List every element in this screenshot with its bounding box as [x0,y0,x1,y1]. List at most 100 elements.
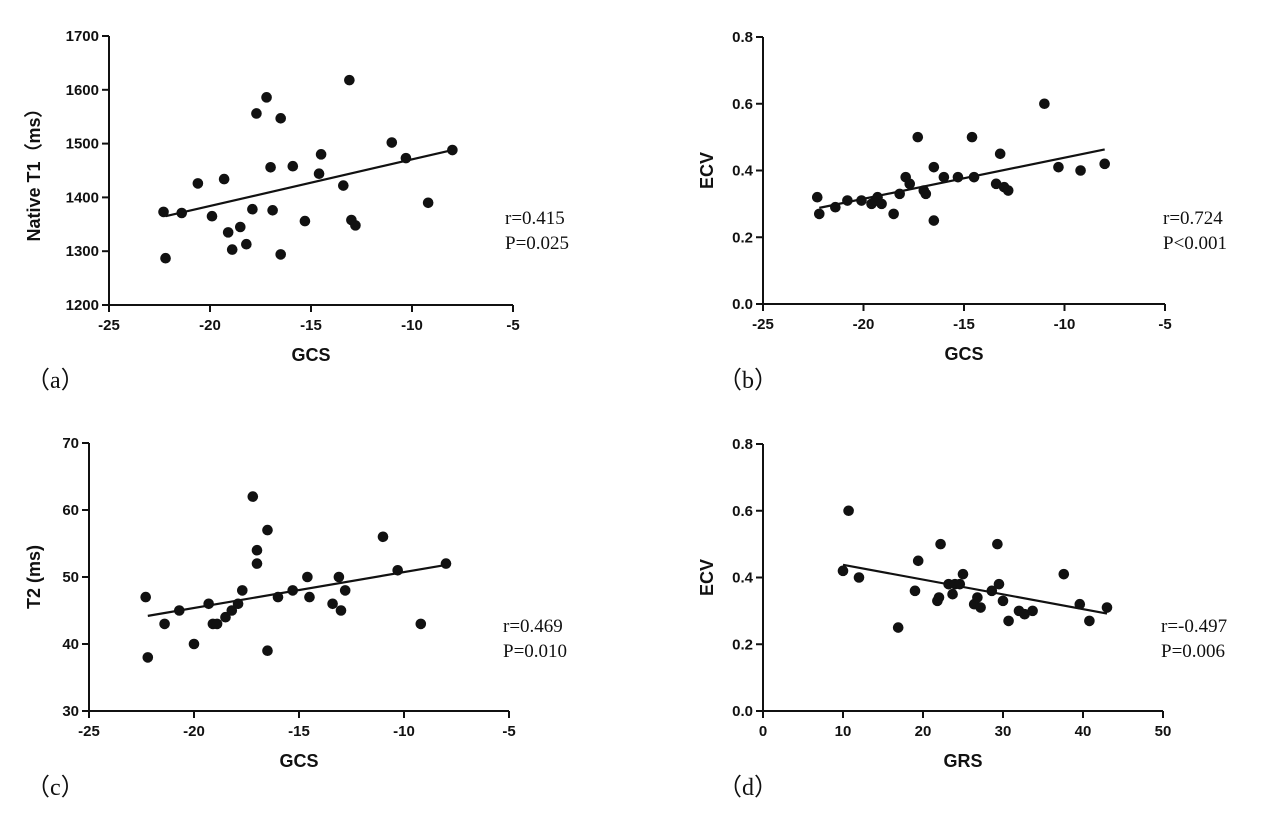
data-point [986,585,998,597]
data-point [1101,602,1113,613]
data-point [226,605,238,616]
data-point [1053,161,1064,173]
data-point [315,149,327,160]
x-tick-label: -25 [98,317,120,334]
x-tick-label: -25 [752,316,774,333]
data-point [313,168,325,180]
data-point [843,505,854,517]
data-point [972,592,983,603]
data-point [251,558,263,569]
x-tick-label: 0 [759,723,767,740]
y-tick-label: 0.0 [732,703,753,720]
x-tick-label: -20 [199,317,221,334]
data-point [377,531,389,543]
data-point [876,198,887,210]
x-axis-title: GCS [279,751,318,771]
data-point [1074,598,1086,610]
data-point [344,74,355,86]
x-axis-title: GRS [943,751,982,771]
data-point [1019,608,1030,620]
data-point [928,215,940,226]
x-tick-label: -15 [300,317,322,334]
data-point [287,585,299,596]
y-tick-label: 1600 [66,82,99,99]
data-point [159,618,170,630]
data-point [267,205,278,216]
chart-panel-a: -25 -20 -15 -10 -5 1200 1300 1400 1500 1600 1700 GC… [24,28,569,394]
data-point [892,622,904,633]
data-point [968,171,980,183]
data-point [1027,605,1038,617]
x-tick-label: -15 [953,316,975,333]
y-axis-title: ECV [697,559,717,596]
data-point [304,591,315,603]
data-point [992,538,1003,550]
data-point [993,578,1005,590]
y-axis-title: ECV [697,152,717,189]
data-point [158,206,169,218]
x-tick-label: -10 [1054,316,1076,333]
data-point [1058,568,1070,580]
data-point [447,144,458,156]
data-point [954,578,966,590]
data-point [220,611,231,623]
data-point [997,595,1009,607]
data-point [218,173,230,185]
x-tick-label: 20 [915,723,932,740]
panel-label: （a） [26,368,85,394]
data-point [192,178,204,189]
p-value: P=0.010 [503,641,567,662]
data-point [975,602,986,613]
data-point [994,148,1006,160]
y-tick-label: 1200 [66,297,99,314]
x-tick-label: 50 [1155,723,1172,740]
x-tick-label: -5 [506,317,519,334]
data-point [247,491,259,502]
chart-panel-d: 0 10 20 30 40 50 0.0 0.2 0.4 0.6 0.8 GRS ECV r=-0.497… [697,436,1227,801]
data-point [247,203,258,215]
x-tick-label: -10 [401,317,423,334]
chart-panel-c: -25 -20 -15 -10 -5 30 40 50 60 70 GCS T2 (ms) r=0.46… [24,435,567,801]
x-tick-label: 30 [995,723,1012,740]
data-point [920,188,932,200]
data-point [265,161,276,173]
p-value: P=0.025 [505,233,569,254]
data-point [440,558,452,569]
x-axis-title: GCS [944,344,983,364]
data-point [933,592,945,603]
data-point [912,131,924,143]
y-tick-label: 1500 [66,136,99,153]
data-point [856,195,867,206]
data-point [842,195,853,206]
y-tick-label: 0.8 [732,29,753,46]
data-point [226,244,238,255]
data-point [386,137,398,148]
p-value: P<0.001 [1163,233,1227,254]
y-tick-label: 1300 [66,243,99,260]
y-tick-label: 1700 [66,28,99,45]
x-tick-label: 10 [835,723,852,740]
data-point [232,598,244,610]
correlation-r: r=0.415 [505,208,565,229]
correlation-r: r=0.724 [1163,208,1223,229]
y-axis-title: Native T1（ms） [24,99,44,241]
regression-line [842,563,1108,615]
panel-label: （d） [718,775,778,801]
data-point [1075,165,1086,176]
data-point [1099,158,1110,170]
data-point [1084,615,1095,627]
data-point [350,220,361,231]
y-tick-label: 0.8 [732,436,753,453]
data-point [912,555,924,567]
data-point [275,113,287,124]
panel-label: （c） [26,775,85,801]
data-point [333,571,345,583]
y-tick-label: 40 [62,636,79,653]
data-point [261,92,272,103]
x-tick-label: -20 [853,316,875,333]
y-tick-label: 70 [62,435,79,452]
x-tick-label: -5 [1158,316,1171,333]
data-point [206,210,218,222]
data-point [241,238,252,250]
data-point [211,618,223,630]
